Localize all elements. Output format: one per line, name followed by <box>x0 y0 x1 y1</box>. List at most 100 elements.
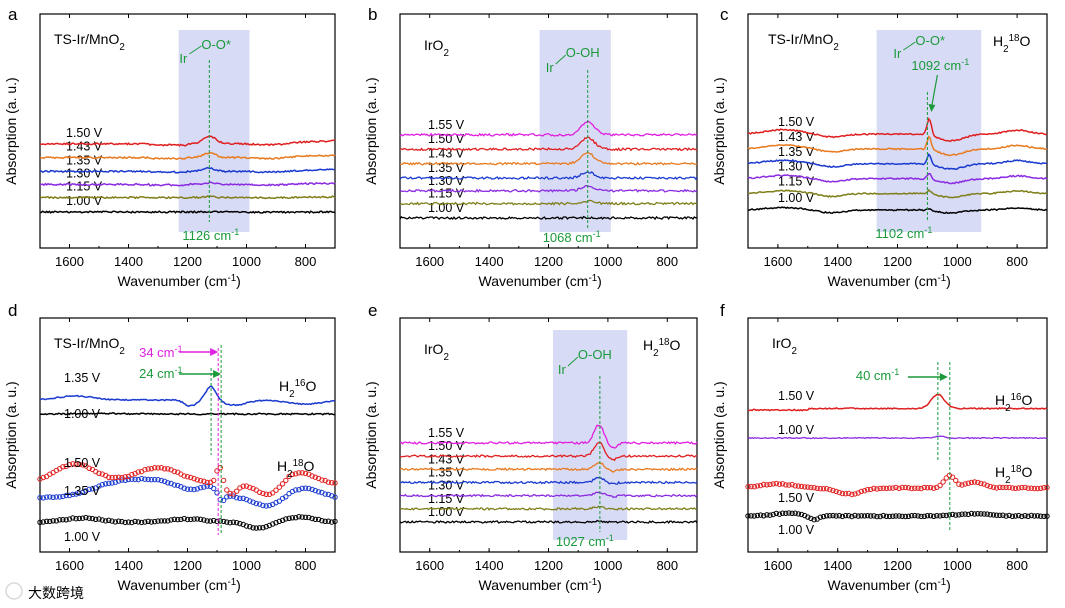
series-point <box>871 513 877 519</box>
series-point <box>965 511 971 518</box>
x-tick-label: 1400 <box>114 558 143 573</box>
series-point <box>981 481 987 487</box>
series-point <box>971 479 978 485</box>
series-point <box>76 515 83 522</box>
series-line <box>747 188 1048 199</box>
series-point <box>779 481 786 487</box>
series-point <box>276 518 282 525</box>
series-point <box>116 518 122 524</box>
series-point <box>112 474 119 481</box>
series-point <box>322 518 328 524</box>
series-point <box>73 461 79 468</box>
series-point <box>871 485 877 491</box>
series-point <box>997 512 1003 518</box>
series-point <box>184 474 191 480</box>
series-point <box>299 470 305 476</box>
series-point <box>902 513 909 520</box>
series-line <box>39 195 336 200</box>
series-point <box>934 513 940 519</box>
x-tick-label: 1000 <box>232 558 261 573</box>
series-point <box>858 488 864 495</box>
series-point <box>874 513 880 520</box>
series-point <box>827 513 833 519</box>
series-point <box>194 516 201 522</box>
series-line <box>399 185 698 193</box>
y-axis-label: Absorption (a. u.) <box>363 381 379 488</box>
series-point <box>773 510 779 517</box>
series-point <box>921 484 927 491</box>
series-point <box>152 518 158 525</box>
x-tick-label: 800 <box>656 558 678 573</box>
series-point <box>792 483 798 489</box>
series-point <box>1003 513 1009 519</box>
series-line <box>399 170 698 181</box>
series-line <box>399 120 698 137</box>
watermark-logo-icon <box>5 582 23 600</box>
series-label: 1.00 V <box>66 194 103 208</box>
series-point <box>877 485 883 492</box>
series-point <box>99 517 106 523</box>
series-point <box>60 464 66 470</box>
series-point <box>868 486 874 493</box>
series-point <box>808 515 814 522</box>
series-label: 1.00 V <box>64 407 101 421</box>
series-point <box>943 512 949 519</box>
series-point <box>276 498 282 504</box>
x-tick-label: 1000 <box>232 254 261 269</box>
series-point <box>60 517 66 523</box>
series-point <box>201 478 207 484</box>
series-point <box>129 519 135 526</box>
series-point <box>191 475 197 482</box>
annotation-ir: Ir <box>558 362 567 377</box>
series-point <box>997 484 1003 490</box>
series-point <box>332 480 338 486</box>
series-point <box>1041 513 1047 520</box>
series-point <box>289 515 296 521</box>
series-point <box>253 500 259 507</box>
series-point <box>119 477 125 483</box>
series-point <box>230 519 237 525</box>
series-point <box>273 520 279 526</box>
series-line <box>399 199 698 206</box>
series-point <box>299 485 305 491</box>
series-point <box>909 513 915 519</box>
panel-title: IrO2 <box>424 341 449 363</box>
series-point <box>883 513 890 519</box>
series-point <box>256 525 263 531</box>
series-point <box>767 481 773 488</box>
series-point <box>175 482 181 489</box>
series-point <box>63 492 69 499</box>
annotation-ir: Ir <box>546 60 555 75</box>
series-label: 1.50 V <box>428 132 465 146</box>
series-point <box>779 510 786 516</box>
series-point <box>924 485 931 491</box>
series-point <box>1022 513 1028 519</box>
series-point <box>1012 513 1019 519</box>
panel-letter: a <box>8 5 18 24</box>
series-point <box>886 485 893 491</box>
isotope-label: H216O <box>995 392 1032 414</box>
series-point <box>302 514 309 520</box>
panel-title: IrO2 <box>424 37 449 59</box>
series-point <box>158 518 165 524</box>
series-point <box>171 516 178 522</box>
series-point <box>987 512 993 518</box>
series-point <box>830 512 836 519</box>
isotope-label: H216O <box>279 378 316 400</box>
x-axis-label: Wavenumber (cm-1) <box>479 273 602 290</box>
series-point <box>79 462 86 468</box>
series-label: 1.00 V <box>778 423 815 437</box>
series-point <box>861 513 868 519</box>
series-line <box>399 505 698 511</box>
series-point <box>968 479 975 486</box>
series-point <box>764 512 770 518</box>
series-line <box>39 412 336 416</box>
x-tick-label: 1200 <box>883 254 912 269</box>
series-point <box>240 495 246 501</box>
series-line <box>747 135 1048 157</box>
panel-title: TS-Ir/MnO2 <box>54 335 125 357</box>
series-point <box>761 481 767 488</box>
arrow-head-icon <box>213 370 222 378</box>
series-point <box>158 477 165 484</box>
series-point <box>1044 513 1050 519</box>
